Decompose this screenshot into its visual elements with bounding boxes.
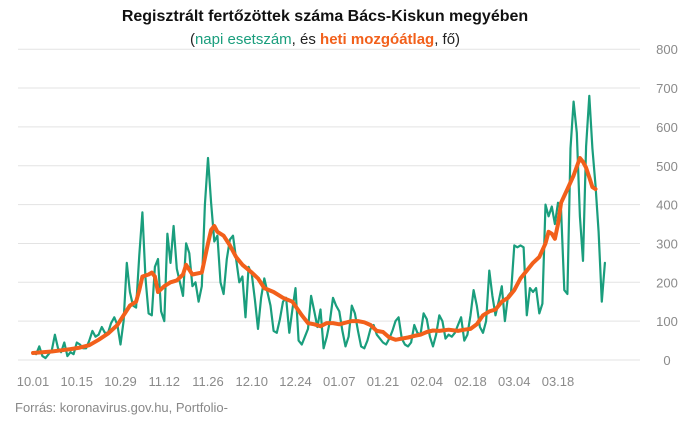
gridlines [18,48,640,361]
x-tick-label: 11.12 [148,374,180,389]
y-tick-label: 700 [656,81,678,96]
source-note: Forrás: koronavirus.gov.hu, Portfolio- [15,400,228,415]
subtitle-mid: , és [291,31,321,48]
x-tick-label: 12.10 [235,374,268,389]
chart-title: Regisztrált fertőzöttek száma Bács-Kisku… [121,8,529,25]
chart-subtitle: (napi esetszám, és heti mozgóátlag, fő) [0,31,650,48]
x-tick-label: 10.01 [17,374,50,389]
x-tick-label: 10.29 [104,374,137,389]
subtitle-daily-legend: napi esetszám [194,31,292,48]
x-tick-label: 02.18 [454,374,487,389]
y-tick-label: 200 [656,275,678,290]
x-tick-label: 01.07 [323,374,356,389]
subtitle-weekly-legend: heti mozgóátlag [320,31,435,48]
y-tick-label: 100 [656,314,678,329]
x-tick-label: 02.04 [410,374,443,389]
subtitle-close: , fő) [434,31,461,48]
subtitle-open: ( [189,31,195,48]
y-tick-label: 800 [656,42,678,57]
x-tick-label: 01.21 [367,374,400,389]
x-axis-labels: 10.01 10.15 10.29 11.12 11.26 12.10 12.24 01.07… [17,374,575,389]
x-tick-label: 12.24 [279,374,312,389]
x-tick-label: 10.15 [60,374,93,389]
y-tick-label: 600 [656,120,678,135]
y-tick-label: 0 [663,353,670,368]
series-line-weekly-avg [31,156,598,355]
series-lines [31,94,606,360]
x-tick-label: 03.18 [542,374,575,389]
y-axis-labels: 0 100 200 300 400 500 600 700 800 [656,42,678,368]
series-line-daily [31,94,606,360]
x-tick-label: 03.04 [498,374,531,389]
y-tick-label: 300 [656,236,678,251]
x-tick-label: 11.26 [192,374,224,389]
y-tick-label: 500 [656,159,678,174]
y-tick-label: 400 [656,198,678,213]
